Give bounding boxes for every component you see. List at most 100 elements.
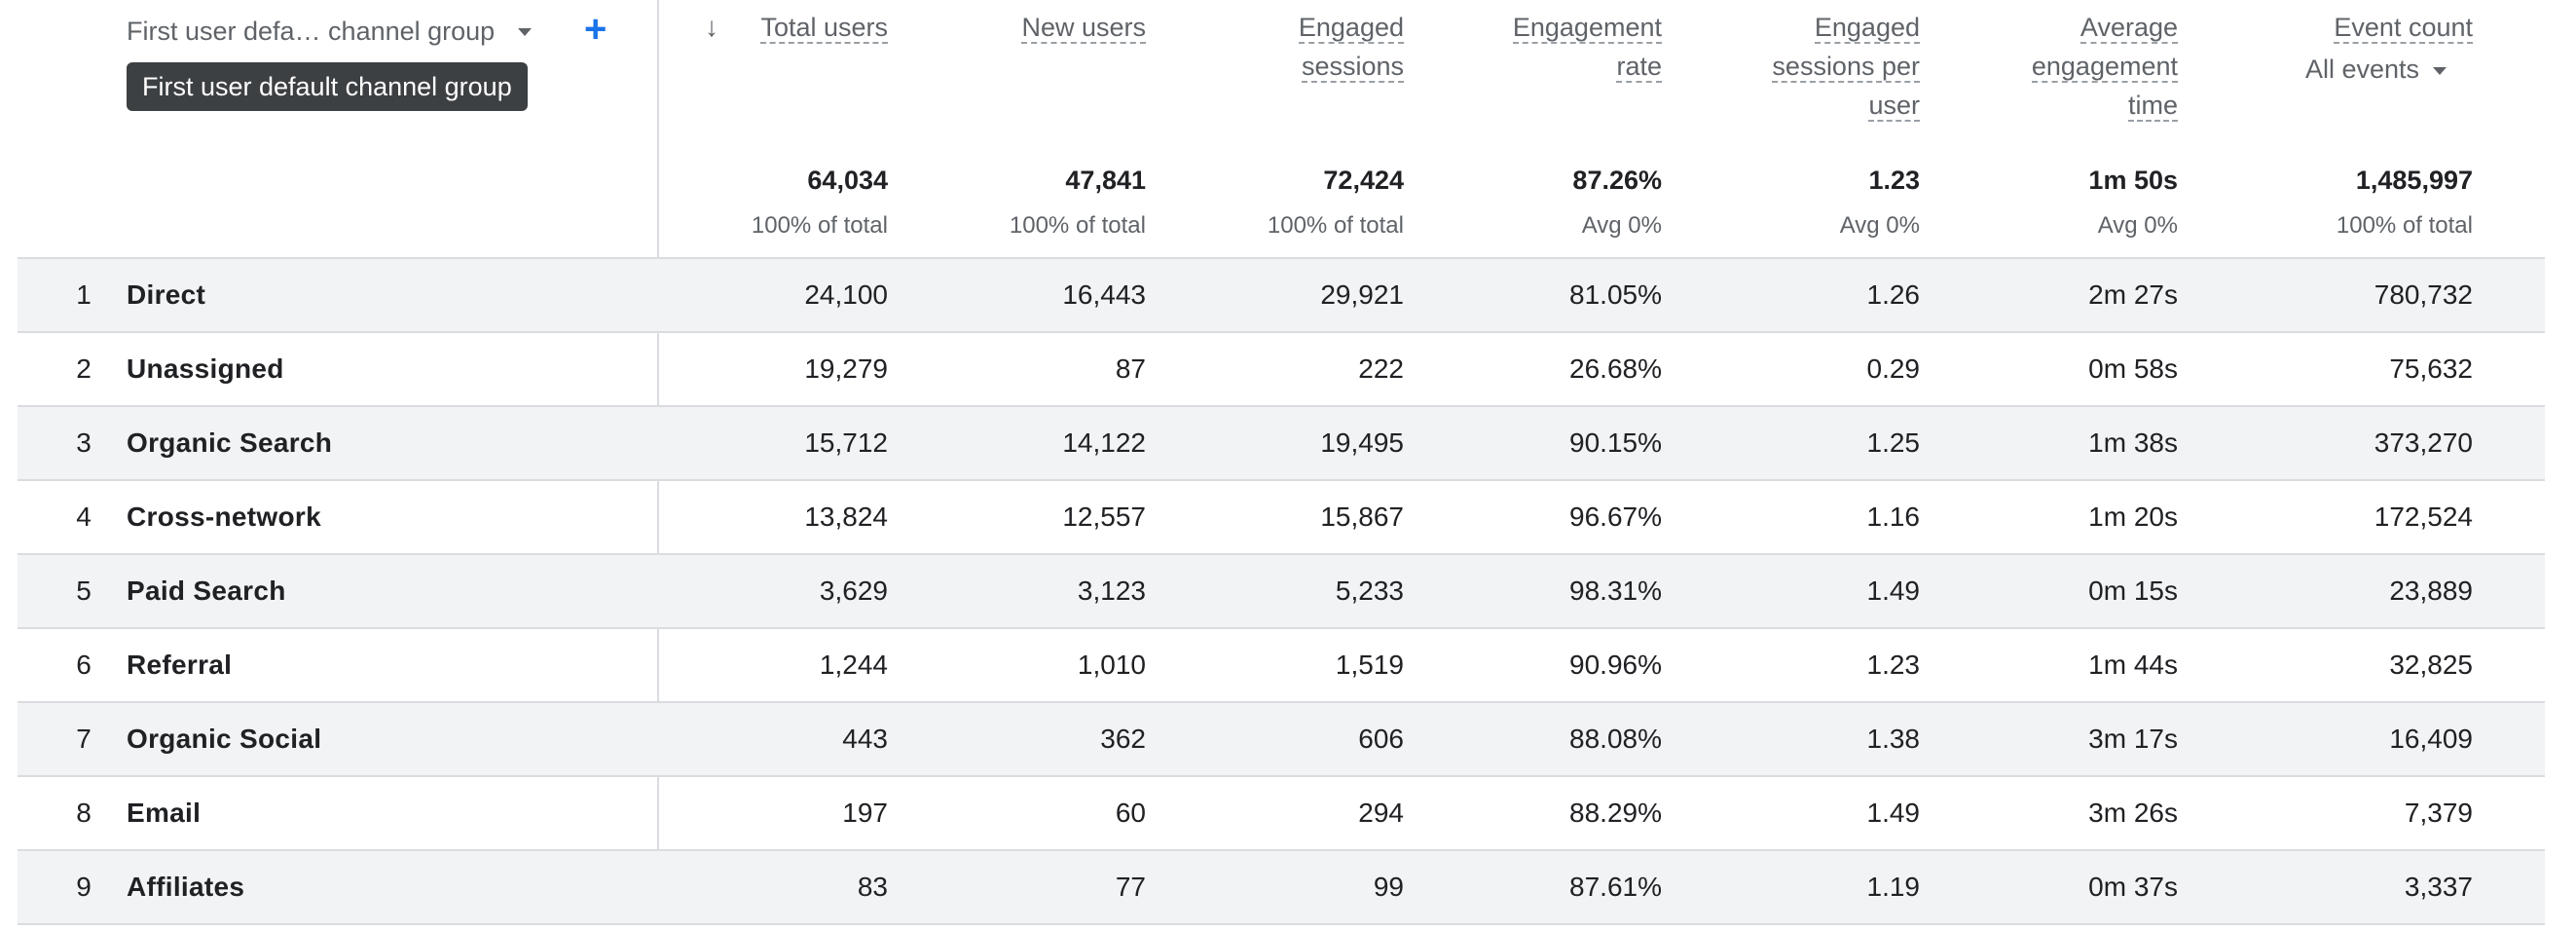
table-row[interactable]: 9 Affiliates 83 77 99 87.61% 1.19 0m 37s 3,337 — [18, 849, 2545, 925]
cell-new-users: 362 — [1100, 724, 1146, 754]
row-dimension-value[interactable]: Email — [127, 798, 202, 828]
metric-title-line: Engaged — [1298, 13, 1404, 44]
total-subtext: Avg 0% — [1581, 212, 1662, 239]
row-dimension-value[interactable]: Paid Search — [127, 576, 286, 606]
cell-engagement-rate: 90.96% — [1569, 650, 1662, 680]
table-row[interactable]: 6 Referral 1,244 1,010 1,519 90.96% 1.23 1m 44s… — [18, 627, 2545, 701]
total-value: 1.23 — [1868, 166, 1920, 195]
cell-avg-engagement-time: 3m 26s — [2088, 798, 2178, 828]
row-dimension-value[interactable]: Referral — [127, 650, 233, 680]
cell-engaged-sessions-per-user: 1.23 — [1866, 650, 1921, 680]
cell-engaged-sessions: 29,921 — [1320, 279, 1404, 310]
cell-avg-engagement-time: 2m 27s — [2088, 279, 2178, 310]
metric-header-avg-engagement-time[interactable]: Average engagement time — [1925, 8, 2178, 125]
cell-new-users: 14,122 — [1062, 427, 1146, 458]
table-row[interactable]: 3 Organic Search 15,712 14,122 19,495 90.15% 1… — [18, 405, 2545, 479]
row-dimension-value[interactable]: Affiliates — [127, 872, 245, 902]
dimension-label: First user defa… channel group — [127, 16, 496, 46]
arrow-down-icon[interactable]: ↓ — [705, 12, 718, 42]
metric-header-total-users[interactable]: Total users — [635, 8, 888, 47]
table-row[interactable]: 5 Paid Search 3,629 3,123 5,233 98.31% 1.49 0m … — [18, 553, 2545, 627]
metric-title-line: engagement — [2031, 52, 2178, 83]
cell-engaged-sessions: 15,867 — [1320, 502, 1404, 532]
metric-title[interactable]: Engaged sessions per user — [1772, 8, 1920, 125]
metric-title[interactable]: New users — [1021, 8, 1146, 47]
metric-title[interactable]: Average engagement time — [2031, 8, 2178, 125]
cell-event-count: 3,337 — [2404, 872, 2473, 902]
cell-engaged-sessions: 99 — [1373, 872, 1404, 902]
cell-avg-engagement-time: 1m 20s — [2088, 502, 2178, 532]
cell-new-users: 12,557 — [1062, 502, 1146, 532]
cell-engagement-rate: 90.15% — [1569, 427, 1662, 458]
table-row[interactable]: 4 Cross-network 13,824 12,557 15,867 96.67% 1.… — [18, 479, 2545, 553]
table-body: 1 Direct 24,100 16,443 29,921 81.05% 1.26 2m 27… — [18, 257, 2545, 925]
row-dimension-value[interactable]: Unassigned — [127, 353, 284, 384]
cell-avg-engagement-time: 0m 15s — [2088, 576, 2178, 606]
cell-avg-engagement-time: 1m 38s — [2088, 427, 2178, 458]
metric-header-engagement-rate[interactable]: Engagement rate — [1409, 8, 1662, 86]
total-value: 64,034 — [807, 166, 888, 195]
cell-engaged-sessions: 1,519 — [1335, 650, 1404, 680]
cell-event-count: 172,524 — [2374, 502, 2473, 532]
cell-engaged-sessions-per-user: 1.38 — [1866, 724, 1921, 754]
cell-engaged-sessions-per-user: 1.49 — [1866, 798, 1921, 828]
metric-title-line: Total users — [760, 13, 888, 44]
cell-avg-engagement-time: 3m 17s — [2088, 724, 2178, 754]
metric-title[interactable]: Total users — [760, 8, 888, 47]
table-row[interactable]: 2 Unassigned 19,279 87 222 26.68% 0.29 0m 58s 75… — [18, 331, 2545, 405]
cell-new-users: 16,443 — [1062, 279, 1146, 310]
dimension-selector[interactable]: First user defa… channel group — [127, 16, 533, 47]
row-dimension-value[interactable]: Cross-network — [127, 502, 321, 532]
metric-header-event-count[interactable]: Event count — [2220, 8, 2473, 47]
metric-title[interactable]: Engagement rate — [1512, 8, 1662, 86]
metric-title[interactable]: Engaged sessions — [1298, 8, 1404, 86]
row-dimension-value[interactable]: Organic Social — [127, 724, 322, 754]
table-row[interactable]: 1 Direct 24,100 16,443 29,921 81.05% 1.26 2m 27… — [18, 257, 2545, 331]
caret-down-icon — [2433, 66, 2447, 75]
row-index: 1 — [76, 279, 92, 310]
cell-engaged-sessions-per-user: 1.49 — [1866, 576, 1921, 606]
cell-total-users: 1,244 — [819, 650, 888, 680]
table-row[interactable]: 7 Organic Social 443 362 606 88.08% 1.38 3m 17s… — [18, 701, 2545, 775]
cell-total-users: 24,100 — [804, 279, 888, 310]
metric-title-line: Event count — [2334, 13, 2473, 44]
metric-title-line: New users — [1021, 13, 1146, 44]
cell-engagement-rate: 81.05% — [1569, 279, 1662, 310]
row-index: 4 — [76, 502, 92, 532]
metric-header-engaged-sessions-per-user[interactable]: Engaged sessions per user — [1667, 8, 1920, 125]
add-dimension-button[interactable]: + — [584, 8, 607, 51]
metric-title-line: rate — [1616, 52, 1662, 83]
metric-header-new-users[interactable]: New users — [893, 8, 1146, 47]
cell-engaged-sessions-per-user: 1.26 — [1866, 279, 1921, 310]
cell-new-users: 3,123 — [1077, 576, 1146, 606]
row-index: 7 — [76, 724, 92, 754]
event-filter-dropdown[interactable]: All events — [2305, 55, 2447, 85]
total-value: 47,841 — [1065, 166, 1146, 195]
cell-total-users: 3,629 — [819, 576, 888, 606]
metric-title-line: Engaged — [1814, 13, 1920, 44]
cell-event-count: 780,732 — [2374, 279, 2473, 310]
metric-title[interactable]: Event count — [2334, 8, 2473, 47]
cell-total-users: 13,824 — [804, 502, 888, 532]
cell-engagement-rate: 88.29% — [1569, 798, 1662, 828]
metric-header-engaged-sessions[interactable]: Engaged sessions — [1151, 8, 1404, 86]
cell-total-users: 15,712 — [804, 427, 888, 458]
row-index: 2 — [76, 353, 92, 384]
cell-engaged-sessions-per-user: 1.16 — [1866, 502, 1921, 532]
cell-total-users: 197 — [842, 798, 888, 828]
cell-engagement-rate: 87.61% — [1569, 872, 1662, 902]
cell-new-users: 1,010 — [1077, 650, 1146, 680]
total-subtext: 100% of total — [2336, 212, 2473, 239]
row-index: 8 — [76, 798, 92, 828]
metric-title-line: user — [1868, 91, 1920, 122]
cell-engaged-sessions: 294 — [1358, 798, 1404, 828]
row-dimension-value[interactable]: Organic Search — [127, 427, 333, 458]
row-dimension-value[interactable]: Direct — [127, 279, 206, 310]
total-value: 1m 50s — [2088, 166, 2178, 195]
cell-event-count: 373,270 — [2374, 427, 2473, 458]
row-index: 6 — [76, 650, 92, 680]
cell-event-count: 7,379 — [2404, 798, 2473, 828]
dimension-tooltip: First user default channel group — [127, 62, 528, 111]
table-row[interactable]: 8 Email 197 60 294 88.29% 1.49 3m 26s 7,379 — [18, 775, 2545, 849]
